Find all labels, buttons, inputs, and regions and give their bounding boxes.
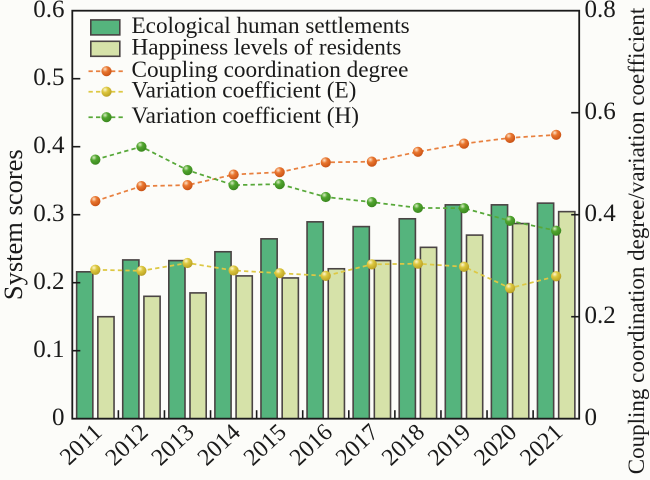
svg-text:0.5: 0.5 bbox=[33, 64, 64, 91]
svg-text:0.4: 0.4 bbox=[585, 200, 617, 227]
svg-text:0.8: 0.8 bbox=[585, 0, 616, 23]
svg-text:Coupling coordination degree/v: Coupling coordination degree/variation c… bbox=[624, 7, 649, 474]
svg-text:0.4: 0.4 bbox=[33, 132, 65, 159]
svg-text:Variation coefficient (H): Variation coefficient (H) bbox=[132, 103, 359, 129]
svg-text:0: 0 bbox=[52, 404, 65, 431]
svg-text:0.2: 0.2 bbox=[585, 302, 616, 329]
svg-text:0.6: 0.6 bbox=[33, 0, 64, 23]
svg-text:0.3: 0.3 bbox=[33, 200, 64, 227]
svg-text:Happiness levels of residents: Happiness levels of residents bbox=[132, 35, 402, 61]
svg-text:0.1: 0.1 bbox=[33, 336, 64, 363]
svg-text:0: 0 bbox=[585, 404, 598, 431]
svg-text:Variation coefficient (E): Variation coefficient (E) bbox=[132, 77, 357, 103]
svg-text:0.2: 0.2 bbox=[33, 268, 64, 295]
svg-text:System scores: System scores bbox=[0, 149, 28, 300]
svg-text:0.6: 0.6 bbox=[585, 98, 616, 125]
svg-text:Ecological human settlements: Ecological human settlements bbox=[132, 13, 410, 39]
svg-text:Coupling coordination degree: Coupling coordination degree bbox=[132, 57, 409, 83]
